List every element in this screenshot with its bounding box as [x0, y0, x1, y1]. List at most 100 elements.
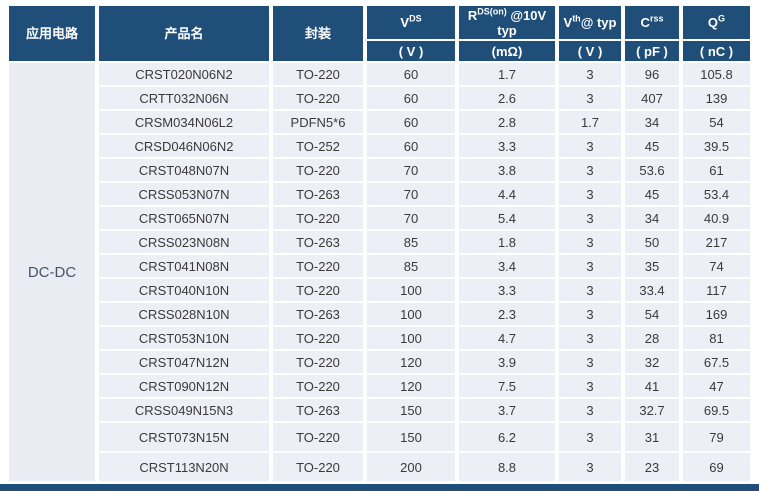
cell-package: TO-263: [273, 183, 363, 205]
cell-vds: 120: [367, 351, 455, 373]
cell-qg: 117: [683, 279, 750, 301]
cell-package: TO-263: [273, 303, 363, 325]
table-row: DC-DC CRST020N06N2 TO-220 60 1.7 3 96 105.8: [9, 63, 750, 481]
rds-sup: DS(on): [477, 6, 507, 17]
column-header-vth: Vth@ typ: [559, 6, 621, 39]
cell-product-name: CRSS023N08N: [99, 231, 269, 253]
cell-crss: 33.4: [625, 279, 679, 301]
cell-vth: 3: [559, 255, 621, 277]
cell-qg: 47: [683, 375, 750, 397]
cell-rds-on: 3.4: [459, 255, 555, 277]
table-row: CRST113N20N TO-220 200 8.8 3 23 69: [9, 453, 750, 481]
cell-package: TO-220: [273, 375, 363, 397]
application-circuit-cell: DC-DC: [9, 63, 95, 481]
cell-crss: 34: [625, 111, 679, 133]
cell-qg: 67.5: [683, 351, 750, 373]
column-header-product: 产品名: [99, 6, 269, 61]
cell-package: TO-220: [273, 453, 363, 481]
cell-package: TO-220: [273, 327, 363, 349]
table-row: CRTT032N06N TO-220 60 2.6 3 407 139: [9, 87, 750, 109]
cell-rds-on: 3.3: [459, 279, 555, 301]
header-row-titles: 应用电路 产品名 封装 VDS RDS(on) @10V typ Vth@ ty…: [9, 6, 750, 61]
cell-rds-on: 4.4: [459, 183, 555, 205]
cell-crss: 31: [625, 423, 679, 451]
column-header-rds-on: RDS(on) @10V typ: [459, 6, 555, 39]
cell-product-name: CRST090N12N: [99, 375, 269, 397]
cell-qg: 61: [683, 159, 750, 181]
unit-header-vth: ( V ): [559, 41, 621, 61]
cell-rds-on: 2.8: [459, 111, 555, 133]
cell-vds: 100: [367, 279, 455, 301]
cell-vds: 85: [367, 231, 455, 253]
cell-vds: 150: [367, 399, 455, 421]
qg-sup: G: [718, 13, 726, 24]
cell-qg: 53.4: [683, 183, 750, 205]
cell-product-name: CRST041N08N: [99, 255, 269, 277]
cell-product-name: CRST040N10N: [99, 279, 269, 301]
cell-package: TO-220: [273, 255, 363, 277]
cell-qg: 69.5: [683, 399, 750, 421]
cell-crss: 32.7: [625, 399, 679, 421]
product-spec-table: 应用电路 产品名 封装 VDS RDS(on) @10V typ Vth@ ty…: [5, 4, 754, 483]
cell-vds: 100: [367, 327, 455, 349]
cell-rds-on: 1.8: [459, 231, 555, 253]
cell-package: TO-220: [273, 423, 363, 451]
cell-product-name: CRST020N06N2: [99, 63, 269, 85]
cell-crss: 53.6: [625, 159, 679, 181]
cell-package: TO-220: [273, 63, 363, 85]
crss-label: C: [640, 15, 650, 30]
table-row: CRST047N12N TO-220 120 3.9 3 32 67.5: [9, 351, 750, 373]
cell-package: PDFN5*6: [273, 111, 363, 133]
cell-crss: 28: [625, 327, 679, 349]
column-header-crss: Crss: [625, 6, 679, 39]
cell-package: TO-220: [273, 159, 363, 181]
bottom-border-bar: [0, 484, 759, 491]
cell-rds-on: 1.7: [459, 63, 555, 85]
cell-vth: 3: [559, 423, 621, 451]
cell-rds-on: 6.2: [459, 423, 555, 451]
cell-rds-on: 7.5: [459, 375, 555, 397]
cell-vth: 3: [559, 303, 621, 325]
column-header-package: 封装: [273, 6, 363, 61]
cell-qg: 105.8: [683, 63, 750, 85]
cell-vth: 3: [559, 63, 621, 85]
cell-rds-on: 3.9: [459, 351, 555, 373]
cell-vth: 3: [559, 87, 621, 109]
unit-header-crss: ( pF ): [625, 41, 679, 61]
cell-rds-on: 3.8: [459, 159, 555, 181]
cell-crss: 45: [625, 135, 679, 157]
table-body: DC-DC CRST020N06N2 TO-220 60 1.7 3 96 105.8 CRTT…: [9, 63, 750, 481]
cell-vth: 3: [559, 159, 621, 181]
cell-rds-on: 4.7: [459, 327, 555, 349]
cell-qg: 81: [683, 327, 750, 349]
cell-vth: 3: [559, 207, 621, 229]
cell-rds-on: 8.8: [459, 453, 555, 481]
cell-qg: 39.5: [683, 135, 750, 157]
cell-rds-on: 3.7: [459, 399, 555, 421]
table-row: CRSD046N06N2 TO-252 60 3.3 3 45 39.5: [9, 135, 750, 157]
vth-label: V: [563, 15, 573, 30]
table-row: CRST090N12N TO-220 120 7.5 3 41 47: [9, 375, 750, 397]
table-row: CRST041N08N TO-220 85 3.4 3 35 74: [9, 255, 750, 277]
cell-vds: 60: [367, 111, 455, 133]
cell-package: TO-263: [273, 231, 363, 253]
unit-header-rds-on: (mΩ): [459, 41, 555, 61]
cell-package: TO-220: [273, 279, 363, 301]
table-row: CRST040N10N TO-220 100 3.3 3 33.4 117: [9, 279, 750, 301]
cell-rds-on: 5.4: [459, 207, 555, 229]
cell-product-name: CRST047N12N: [99, 351, 269, 373]
column-header-app-circuit: 应用电路: [9, 6, 95, 61]
cell-crss: 54: [625, 303, 679, 325]
cell-package: TO-252: [273, 135, 363, 157]
cell-vds: 60: [367, 135, 455, 157]
cell-product-name: CRST113N20N: [99, 453, 269, 481]
cell-vth: 3: [559, 399, 621, 421]
table-row: CRST053N10N TO-220 100 4.7 3 28 81: [9, 327, 750, 349]
cell-product-name: CRSS028N10N: [99, 303, 269, 325]
table-row: CRST065N07N TO-220 70 5.4 3 34 40.9: [9, 207, 750, 229]
cell-product-name: CRST048N07N: [99, 159, 269, 181]
cell-vds: 120: [367, 375, 455, 397]
table-row: CRSM034N06L2 PDFN5*6 60 2.8 1.7 34 54: [9, 111, 750, 133]
cell-product-name: CRSM034N06L2: [99, 111, 269, 133]
cell-product-name: CRSS053N07N: [99, 183, 269, 205]
